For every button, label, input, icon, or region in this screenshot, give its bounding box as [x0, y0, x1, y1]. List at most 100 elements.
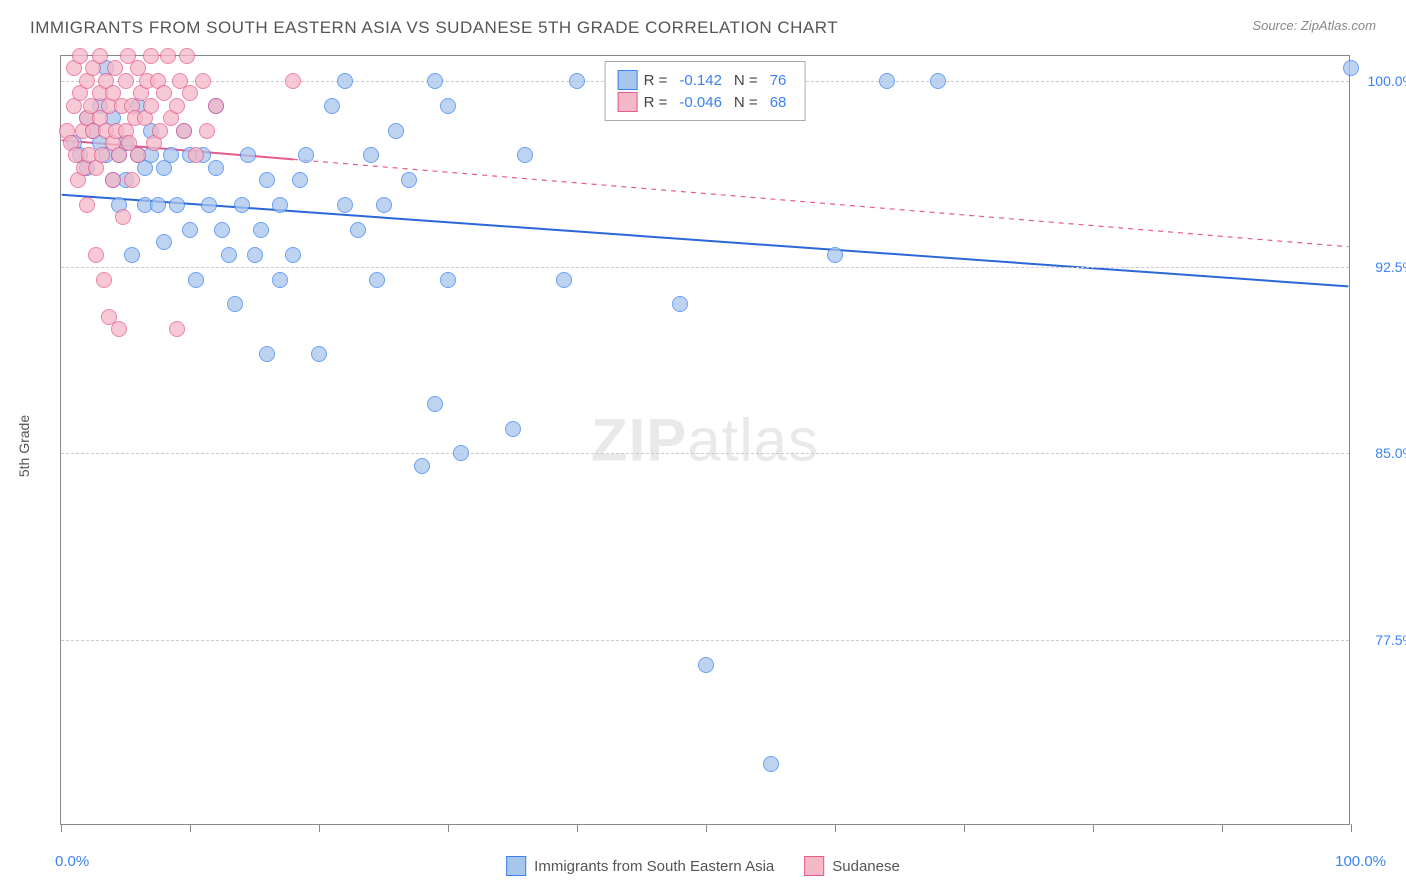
gridline-h: [61, 640, 1349, 641]
scatter-point-se_asia: [124, 247, 140, 263]
scatter-point-se_asia: [414, 458, 430, 474]
chart-title: IMMIGRANTS FROM SOUTH EASTERN ASIA VS SU…: [30, 18, 838, 38]
scatter-point-sudanese: [195, 73, 211, 89]
source-value: ZipAtlas.com: [1301, 18, 1376, 33]
scatter-point-se_asia: [879, 73, 895, 89]
x-minor-tick: [1351, 824, 1352, 832]
scatter-point-sudanese: [169, 321, 185, 337]
source-attribution: Source: ZipAtlas.com: [1252, 18, 1376, 33]
scatter-point-se_asia: [247, 247, 263, 263]
scatter-point-sudanese: [72, 48, 88, 64]
x-minor-tick: [190, 824, 191, 832]
scatter-point-se_asia: [440, 272, 456, 288]
scatter-point-se_asia: [150, 197, 166, 213]
scatter-point-se_asia: [827, 247, 843, 263]
scatter-point-se_asia: [156, 234, 172, 250]
scatter-point-se_asia: [517, 147, 533, 163]
scatter-point-se_asia: [240, 147, 256, 163]
scatter-point-sudanese: [111, 321, 127, 337]
legend-series-item: Sudanese: [804, 856, 900, 876]
scatter-point-se_asia: [337, 73, 353, 89]
x-minor-tick: [319, 824, 320, 832]
legend-swatch: [506, 856, 526, 876]
scatter-point-se_asia: [930, 73, 946, 89]
legend-series-item: Immigrants from South Eastern Asia: [506, 856, 774, 876]
x-minor-tick: [448, 824, 449, 832]
scatter-point-sudanese: [143, 98, 159, 114]
scatter-point-se_asia: [672, 296, 688, 312]
scatter-point-sudanese: [130, 147, 146, 163]
x-axis-min-label: 0.0%: [55, 853, 89, 870]
scatter-point-se_asia: [505, 421, 521, 437]
gridline-h: [61, 267, 1349, 268]
legend-n-value: 68: [770, 94, 787, 111]
watermark-bold: ZIP: [591, 407, 687, 474]
watermark-rest: atlas: [687, 407, 819, 474]
scatter-point-se_asia: [427, 73, 443, 89]
correlation-legend: R =-0.142N =76R =-0.046N =68: [605, 61, 806, 121]
gridline-h: [61, 453, 1349, 454]
scatter-point-se_asia: [272, 197, 288, 213]
scatter-point-se_asia: [298, 147, 314, 163]
scatter-point-sudanese: [92, 48, 108, 64]
scatter-point-se_asia: [311, 346, 327, 362]
scatter-point-se_asia: [221, 247, 237, 263]
x-minor-tick: [61, 824, 62, 832]
series-legend: Immigrants from South Eastern Asia Sudane…: [506, 856, 900, 876]
scatter-point-se_asia: [388, 123, 404, 139]
legend-swatch: [618, 92, 638, 112]
x-minor-tick: [1222, 824, 1223, 832]
scatter-point-se_asia: [201, 197, 217, 213]
scatter-point-sudanese: [115, 209, 131, 225]
scatter-point-se_asia: [214, 222, 230, 238]
scatter-point-se_asia: [285, 247, 301, 263]
trend-lines-layer: [61, 56, 1349, 824]
x-minor-tick: [1093, 824, 1094, 832]
scatter-point-se_asia: [337, 197, 353, 213]
scatter-point-se_asia: [427, 396, 443, 412]
x-minor-tick: [835, 824, 836, 832]
scatter-point-sudanese: [160, 48, 176, 64]
scatter-point-se_asia: [259, 172, 275, 188]
scatter-point-se_asia: [259, 346, 275, 362]
scatter-point-se_asia: [182, 222, 198, 238]
legend-n-label: N =: [734, 72, 758, 89]
scatter-point-se_asia: [292, 172, 308, 188]
scatter-point-se_asia: [324, 98, 340, 114]
scatter-point-sudanese: [199, 123, 215, 139]
y-tick-label: 92.5%: [1355, 259, 1406, 275]
scatter-point-se_asia: [376, 197, 392, 213]
source-label: Source:: [1252, 18, 1297, 33]
legend-n-label: N =: [734, 94, 758, 111]
x-minor-tick: [706, 824, 707, 832]
scatter-point-sudanese: [88, 247, 104, 263]
scatter-point-se_asia: [763, 756, 779, 772]
watermark: ZIPatlas: [591, 406, 819, 475]
scatter-point-sudanese: [105, 172, 121, 188]
scatter-point-se_asia: [169, 197, 185, 213]
scatter-point-se_asia: [188, 272, 204, 288]
scatter-point-se_asia: [453, 445, 469, 461]
scatter-point-se_asia: [556, 272, 572, 288]
scatter-point-sudanese: [118, 73, 134, 89]
scatter-point-sudanese: [182, 85, 198, 101]
y-tick-label: 85.0%: [1355, 445, 1406, 461]
scatter-point-sudanese: [79, 197, 95, 213]
scatter-point-se_asia: [253, 222, 269, 238]
x-axis-max-label: 100.0%: [1335, 853, 1386, 870]
scatter-point-sudanese: [179, 48, 195, 64]
scatter-point-se_asia: [569, 73, 585, 89]
scatter-point-se_asia: [234, 197, 250, 213]
scatter-point-se_asia: [440, 98, 456, 114]
scatter-point-se_asia: [208, 160, 224, 176]
legend-swatch: [618, 70, 638, 90]
legend-correlation-row: R =-0.046N =68: [618, 92, 793, 112]
legend-correlation-row: R =-0.142N =76: [618, 70, 793, 90]
trendline-se_asia: [62, 195, 1349, 287]
x-minor-tick: [964, 824, 965, 832]
scatter-point-sudanese: [188, 147, 204, 163]
scatter-point-sudanese: [208, 98, 224, 114]
scatter-point-se_asia: [401, 172, 417, 188]
trendline-sudanese-dashed: [293, 159, 1348, 246]
scatter-plot-area: ZIPatlas R =-0.142N =76R =-0.046N =68 10…: [60, 55, 1350, 825]
